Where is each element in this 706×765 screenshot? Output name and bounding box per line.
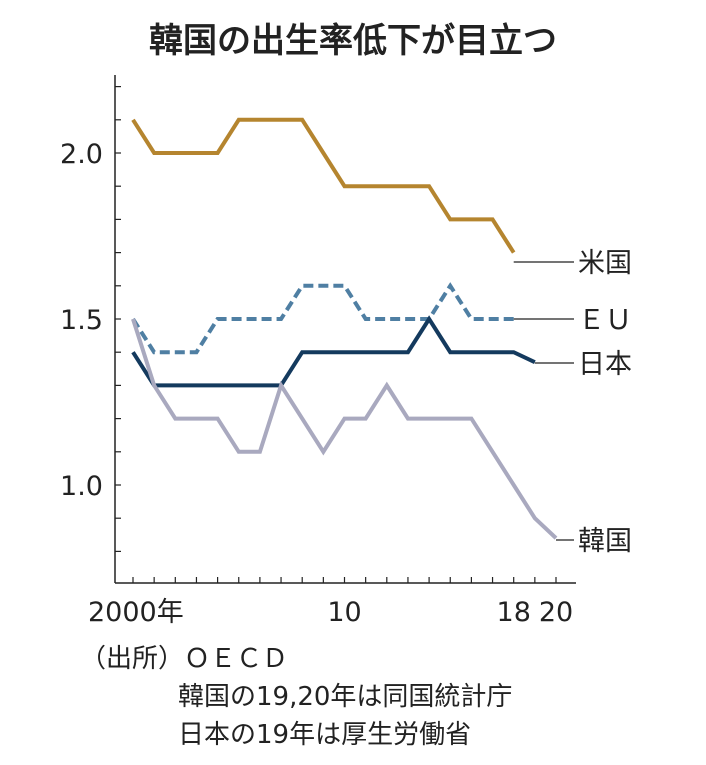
source-line-2: 韓国の19,20年は同国統計庁 [178,682,513,712]
series-label-1: ＥＵ [578,305,632,336]
series-label-0: 米国 [578,248,632,279]
x-tick-label: 20 [539,597,573,628]
series-line-2 [131,315,536,388]
source-line-1: （出所）ＯＥＣＤ [80,644,289,674]
series-label-3: 韓国 [578,526,632,557]
y-tick-label: 1.0 [60,471,103,502]
chart-title: 韓国の出生率低下が目立つ [149,21,557,61]
series-line-0 [131,117,516,254]
x-tick-label: 10 [327,597,361,628]
series-line-3 [131,318,558,540]
y-tick-label: 2.0 [60,139,103,170]
source-line-3: 日本の19年は厚生労働省 [178,720,472,750]
series-label-2: 日本 [578,349,632,380]
x-tick-label: 2000年 [88,597,184,628]
x-tick-label: 18 [497,597,531,628]
series-line-1 [131,282,514,355]
y-tick-label: 1.5 [60,305,103,336]
